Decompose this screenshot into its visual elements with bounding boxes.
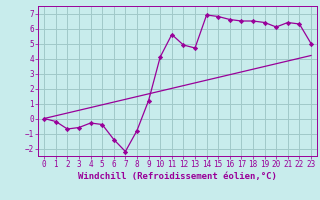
X-axis label: Windchill (Refroidissement éolien,°C): Windchill (Refroidissement éolien,°C)	[78, 172, 277, 181]
